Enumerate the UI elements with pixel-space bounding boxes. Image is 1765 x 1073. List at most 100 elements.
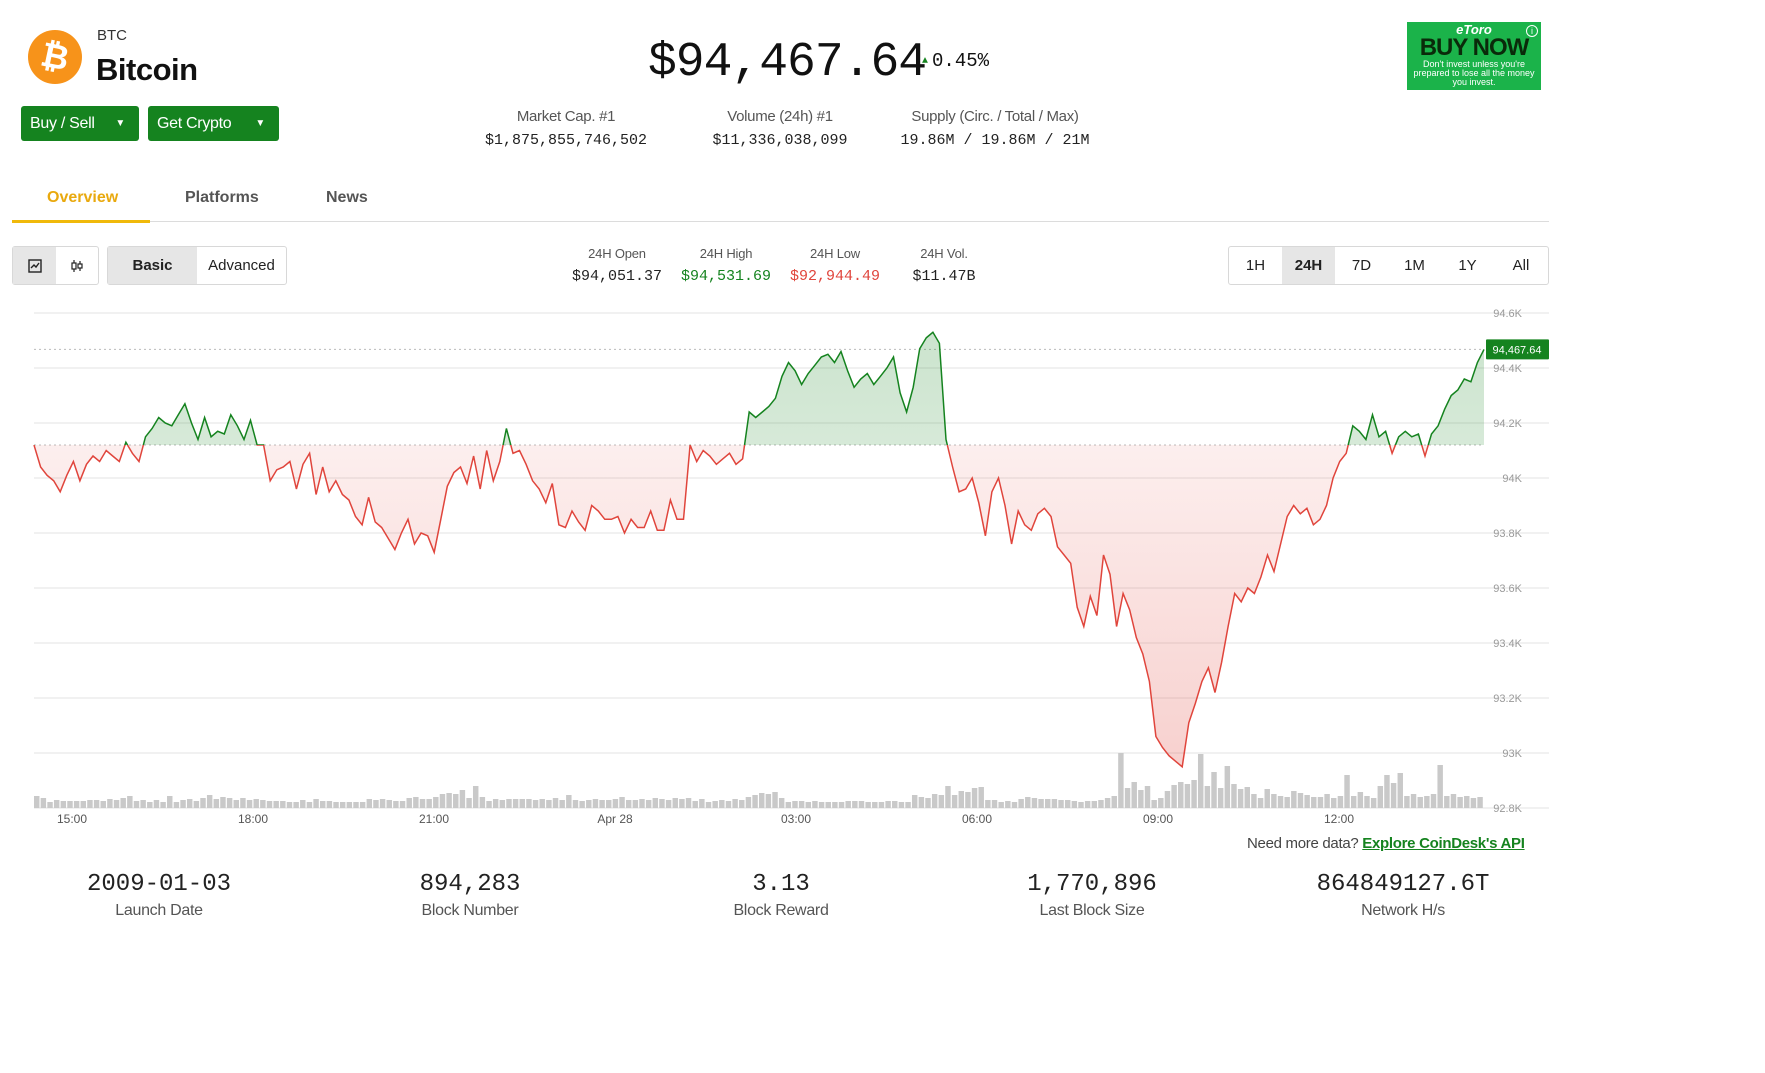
volume-bar: [173, 802, 180, 808]
volume-bar: [832, 802, 838, 808]
x-tick-label: 12:00: [1324, 812, 1354, 826]
y-tick-label: 94K: [1502, 473, 1522, 485]
volume-bar: [865, 802, 871, 808]
tab-platforms[interactable]: Platforms: [185, 189, 259, 206]
volume-bar: [1384, 775, 1390, 808]
volume-bar: [339, 802, 346, 808]
volume-bar: [958, 791, 964, 808]
time-range-selector: 1H 24H 7D 1M 1Y All: [1228, 246, 1549, 285]
x-tick-label: 06:00: [962, 812, 992, 826]
volume-bar: [273, 801, 279, 808]
volume-bar: [1184, 784, 1191, 808]
volume-bar: [945, 786, 951, 808]
volume-bar: [778, 798, 785, 808]
volume-bar: [1038, 799, 1044, 808]
etoro-ad-banner[interactable]: eToro BUY NOW Don't invest unless you're…: [1407, 22, 1541, 90]
volume24-value: $11.47B: [912, 268, 976, 285]
volume-bar: [472, 786, 479, 808]
volume-bar: [147, 802, 153, 808]
volume-bar: [1264, 789, 1270, 808]
range-1h[interactable]: 1H: [1245, 257, 1266, 274]
volume-bar: [1464, 796, 1470, 808]
volume-bar: [572, 800, 579, 808]
get-crypto-label: Get Crypto: [157, 114, 232, 132]
candlestick-chart-icon[interactable]: [56, 247, 98, 284]
price-area-up: [34, 332, 1484, 445]
volume-bar: [1350, 796, 1357, 808]
volume-bar: [87, 800, 93, 808]
explore-api-link[interactable]: Explore CoinDesk's API: [1362, 835, 1525, 852]
volume-bar: [446, 793, 452, 808]
block-number-value: 894,283: [419, 871, 521, 898]
volume-bar: [1084, 801, 1091, 808]
volume-bar: [1197, 754, 1204, 808]
advanced-mode-button[interactable]: Advanced: [208, 257, 275, 274]
buy-sell-button[interactable]: Buy / Sell ▼: [21, 106, 139, 141]
volume-bar: [1271, 794, 1277, 808]
volume-bar: [47, 802, 53, 808]
volume-bar: [685, 798, 692, 808]
volume-bar: [34, 796, 40, 808]
volume-bar: [1331, 798, 1337, 808]
volume-bar: [739, 800, 745, 808]
volume-bar: [1244, 787, 1251, 808]
volume-bar: [892, 801, 898, 808]
tab-news[interactable]: News: [326, 189, 368, 206]
volume-bar: [1138, 790, 1144, 808]
volume-bar: [1051, 799, 1058, 808]
price-chart[interactable]: 94.6K 94.4K 94.2K 94K 93.8K 93.6K 93.4K 93.2K 93…: [0, 300, 1765, 840]
volume-bar: [293, 802, 299, 808]
volume-bar: [659, 799, 665, 808]
launch-date-value: 2009-01-03: [86, 871, 232, 898]
volume-bar: [1191, 780, 1197, 808]
volume-bar: [1284, 797, 1290, 808]
range-7d[interactable]: 7D: [1351, 257, 1372, 274]
supply-value: 19.86M / 19.86M / 21M: [900, 132, 1090, 149]
block-number-label: Block Number: [421, 902, 519, 919]
y-tick-label: 94.6K: [1493, 308, 1522, 320]
range-all[interactable]: All: [1512, 257, 1530, 274]
tab-overview[interactable]: Overview: [47, 189, 119, 206]
supply-label: Supply (Circ. / Total / Max): [911, 108, 1079, 125]
volume-bar: [326, 801, 333, 808]
volume-bar: [785, 802, 792, 808]
x-tick-label: 21:00: [419, 812, 449, 826]
get-crypto-button[interactable]: Get Crypto ▼: [148, 106, 279, 141]
volume-bar: [1217, 788, 1224, 808]
volume-bar: [1211, 772, 1217, 808]
info-icon[interactable]: i: [1526, 25, 1538, 37]
volume-bar: [206, 795, 213, 808]
volume-bar: [353, 802, 359, 808]
volume-bar: [1444, 796, 1450, 808]
volume-bar: [1131, 782, 1137, 808]
volume-bar: [1291, 791, 1297, 808]
open-value: $94,051.37: [571, 268, 662, 285]
x-tick-label: 09:00: [1143, 812, 1173, 826]
range-1m[interactable]: 1M: [1404, 257, 1425, 274]
volume-bar: [1124, 788, 1131, 808]
volume-bar: [140, 800, 146, 808]
volume-bar: [619, 797, 625, 808]
volume-bar: [320, 801, 326, 808]
range-1y[interactable]: 1Y: [1458, 257, 1477, 274]
volume-bar: [1437, 765, 1443, 808]
last-block-size-label: Last Block Size: [1039, 902, 1145, 919]
volume-bar: [453, 794, 459, 808]
volume-bar: [67, 801, 73, 808]
volume-bar: [433, 797, 439, 808]
volume-bar: [878, 802, 885, 808]
launch-date-label: Launch Date: [115, 902, 203, 919]
volume-bar: [759, 793, 765, 808]
volume-bar: [1058, 800, 1064, 808]
line-chart-icon[interactable]: [13, 247, 56, 284]
basic-mode-button[interactable]: Basic: [108, 247, 197, 284]
network-hashrate-label: Network H/s: [1361, 902, 1445, 919]
volume-bar: [911, 795, 918, 808]
volume-bar: [120, 798, 126, 808]
volume-bar: [60, 801, 67, 808]
range-24h[interactable]: 24H: [1282, 247, 1335, 284]
volume-bar: [127, 796, 133, 808]
volume-bar: [186, 799, 193, 808]
volume-bar: [80, 801, 87, 808]
api-prefix: Need more data?: [1247, 835, 1359, 852]
